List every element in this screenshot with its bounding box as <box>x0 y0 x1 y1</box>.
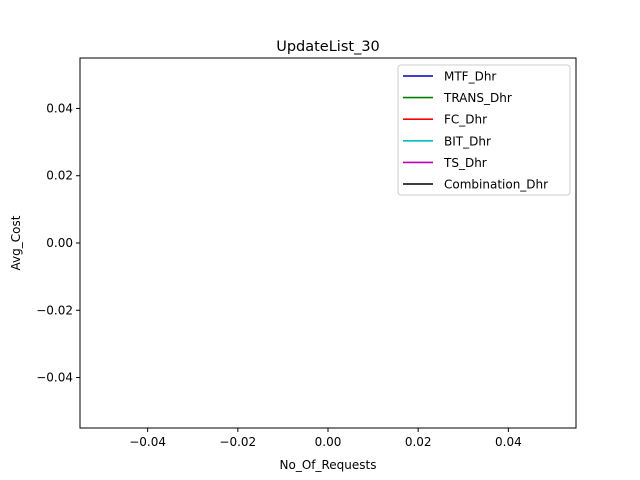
x-axis-ticks: −0.04 −0.02 0.00 0.02 0.04 <box>129 428 522 449</box>
chart-title: UpdateList_30 <box>276 39 380 55</box>
x-tick-label: −0.02 <box>219 435 256 449</box>
legend-entry-label: TS_Dhr <box>443 156 487 170</box>
y-tick-label: 0.00 <box>46 236 73 250</box>
y-axis-ticks: −0.04 −0.02 0.00 0.02 0.04 <box>36 101 80 385</box>
y-axis-label: Avg_Cost <box>9 215 23 270</box>
x-tick-label: 0.02 <box>405 435 432 449</box>
legend-entry-label: MTF_Dhr <box>444 70 496 84</box>
legend: MTF_Dhr TRANS_Dhr FC_Dhr BIT_Dhr TS_Dhr Combi… <box>397 64 571 196</box>
x-tick-label: −0.04 <box>129 435 166 449</box>
y-tick-label: 0.02 <box>46 169 73 183</box>
y-tick-label: −0.02 <box>36 303 73 317</box>
legend-entry-label: TRANS_Dhr <box>443 91 512 105</box>
legend-entry-label: Combination_Dhr <box>444 178 548 192</box>
legend-entry-label: BIT_Dhr <box>444 134 491 148</box>
y-tick-label: 0.04 <box>46 101 73 115</box>
legend-box <box>397 64 571 196</box>
x-axis-label: No_Of_Requests <box>280 458 377 472</box>
x-tick-label: 0.04 <box>495 435 522 449</box>
y-tick-label: −0.04 <box>36 371 73 385</box>
legend-entry-label: FC_Dhr <box>444 113 487 127</box>
x-tick-label: 0.00 <box>315 435 342 449</box>
